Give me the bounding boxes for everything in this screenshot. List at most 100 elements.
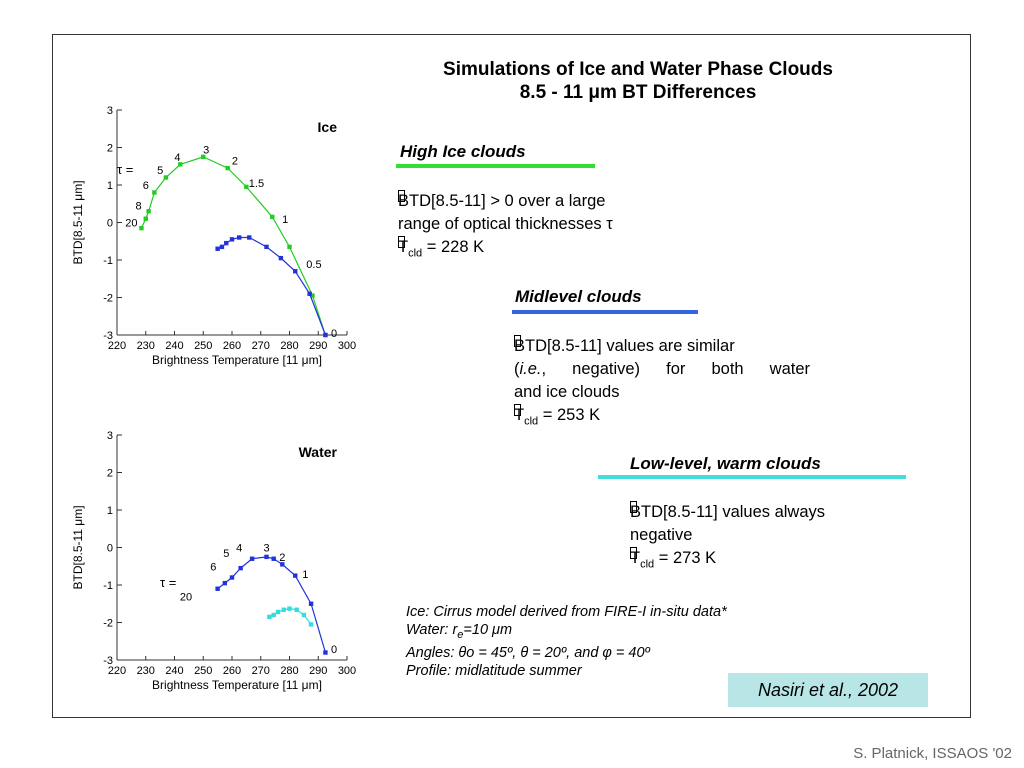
data-point: [249, 556, 255, 561]
section-heading-high-ice: High Ice clouds: [400, 142, 526, 161]
data-point: [201, 154, 206, 160]
title-line-1: Simulations of Ice and Water Phase Cloud…: [443, 59, 833, 80]
bullet-box-icon: [514, 335, 521, 347]
x-tick-label: 280: [280, 340, 298, 352]
data-point: [293, 269, 298, 274]
data-point: [323, 332, 328, 338]
data-point: [139, 225, 144, 231]
tau-value-label: 3: [203, 144, 209, 156]
bullet-box-icon: [398, 190, 405, 202]
tau-label: τ =: [117, 162, 133, 177]
data-point: [215, 246, 220, 251]
x-tick-label: 280: [280, 665, 298, 677]
y-tick-label: 3: [107, 105, 113, 117]
note-ice: Ice: Cirrus model derived from FIRE-I in…: [406, 604, 727, 620]
data-point: [307, 291, 312, 296]
note-water-value: =10 μm: [463, 622, 513, 638]
bullet-midlevel: BTD[8.5-11] values are similar (i.e., ne…: [514, 335, 810, 433]
y-tick-label: -1: [103, 580, 113, 592]
data-point: [293, 573, 298, 578]
data-point: [247, 235, 252, 240]
x-tick-label: 220: [108, 340, 126, 352]
x-tick-label: 300: [338, 340, 356, 352]
x-tick-label: 270: [252, 340, 270, 352]
tau-value-label: 1.5: [249, 178, 264, 190]
data-point: [281, 607, 286, 612]
bullet-line: (: [514, 360, 520, 378]
x-tick-label: 290: [309, 665, 327, 677]
x-tick-label: 220: [108, 665, 126, 677]
data-point: [225, 165, 230, 171]
bullet-line: negative: [630, 526, 693, 544]
tau-value-label: 5: [157, 165, 163, 177]
bullet-high-ice: BTD[8.5-11] > 0 over a large range of op…: [398, 190, 696, 265]
x-tick-label: 270: [252, 665, 270, 677]
tau-value-label: 2: [279, 552, 285, 564]
bullet-box-icon: [514, 404, 521, 416]
bullet-line: and ice clouds: [514, 383, 620, 401]
note-water-text: Water: r: [406, 622, 458, 638]
tcld-subscript: cld: [524, 415, 539, 428]
tau-value-label: 0: [331, 644, 337, 656]
y-tick-label: -3: [103, 330, 113, 342]
x-tick-label: 260: [223, 340, 241, 352]
y-tick-label: -1: [103, 255, 113, 267]
title-line-2: 8.5 - 11 μm BT Differences: [519, 82, 757, 103]
data-point: [222, 580, 228, 586]
x-axis-label: Brightness Temperature [11 μm]: [152, 678, 322, 692]
y-axis-label: BTD[8.5-11 μm]: [71, 180, 85, 264]
tau-value-label: 20: [125, 218, 137, 230]
tau-value-label: 1: [302, 569, 308, 581]
data-point: [287, 244, 292, 250]
y-tick-label: 3: [107, 430, 113, 442]
data-point: [278, 255, 284, 261]
x-tick-label: 230: [137, 340, 155, 352]
data-point: [287, 606, 292, 611]
tau-value-label: 5: [223, 548, 229, 560]
data-point: [294, 607, 299, 612]
slide-title: Simulations of Ice and Water Phase Cloud…: [380, 58, 896, 104]
model-notes: Ice: Cirrus model derived from FIRE-I in…: [406, 603, 727, 680]
x-tick-label: 250: [194, 665, 212, 677]
bullet-italic: i.e.: [519, 360, 542, 378]
bullet-line: BTD[8.5-11] > 0 over a large: [398, 192, 606, 210]
y-tick-label: 0: [107, 543, 113, 555]
x-tick-label: 250: [194, 340, 212, 352]
data-point: [275, 609, 281, 615]
note-angles: Angles: θo = 45º, θ = 20º, and φ = 40º: [406, 644, 650, 661]
x-tick-label: 230: [137, 665, 155, 677]
y-tick-label: 1: [107, 180, 113, 192]
data-point: [267, 614, 272, 620]
bullet-line: range of optical thicknesses τ: [398, 215, 613, 233]
tau-value-label: 4: [236, 543, 242, 555]
series-line: [140, 156, 327, 336]
data-point: [280, 562, 285, 567]
data-point: [271, 612, 276, 618]
data-point: [264, 244, 269, 250]
footer-credit: S. Platnick, ISSAOS '02: [853, 745, 1012, 762]
tau-value-label: 6: [143, 180, 149, 192]
note-water: Water: re=10 μm: [406, 621, 727, 644]
tau-value-label: 0.5: [306, 259, 321, 271]
tcld-subscript: cld: [640, 558, 655, 571]
tcld-value: = 228 K: [422, 238, 485, 256]
tau-value-label: 2: [232, 156, 238, 168]
section-heading-midlevel: Midlevel clouds: [515, 287, 642, 306]
tcld-subscript: cld: [408, 247, 423, 260]
section-rule-low-level: [598, 475, 906, 479]
data-point: [146, 209, 151, 214]
data-point: [224, 240, 229, 246]
y-tick-label: -3: [103, 655, 113, 667]
data-point: [271, 556, 276, 561]
y-tick-label: -2: [103, 293, 113, 305]
ice-chart: 220 230 240 250 260 270 280 290 3003210-1-2-3Bri…: [71, 105, 356, 367]
data-point: [323, 650, 328, 655]
tcld-value: = 253 K: [538, 406, 601, 424]
note-water-sub: e: [457, 628, 464, 641]
data-point: [229, 575, 235, 580]
data-point: [143, 216, 148, 221]
bullet-line: BTD[8.5-11] values always: [630, 503, 826, 521]
bullet-line: BTD[8.5-11] values are similar: [514, 337, 735, 355]
citation-box: Nasiri et al., 2002: [728, 673, 928, 707]
x-tick-label: 240: [165, 665, 183, 677]
